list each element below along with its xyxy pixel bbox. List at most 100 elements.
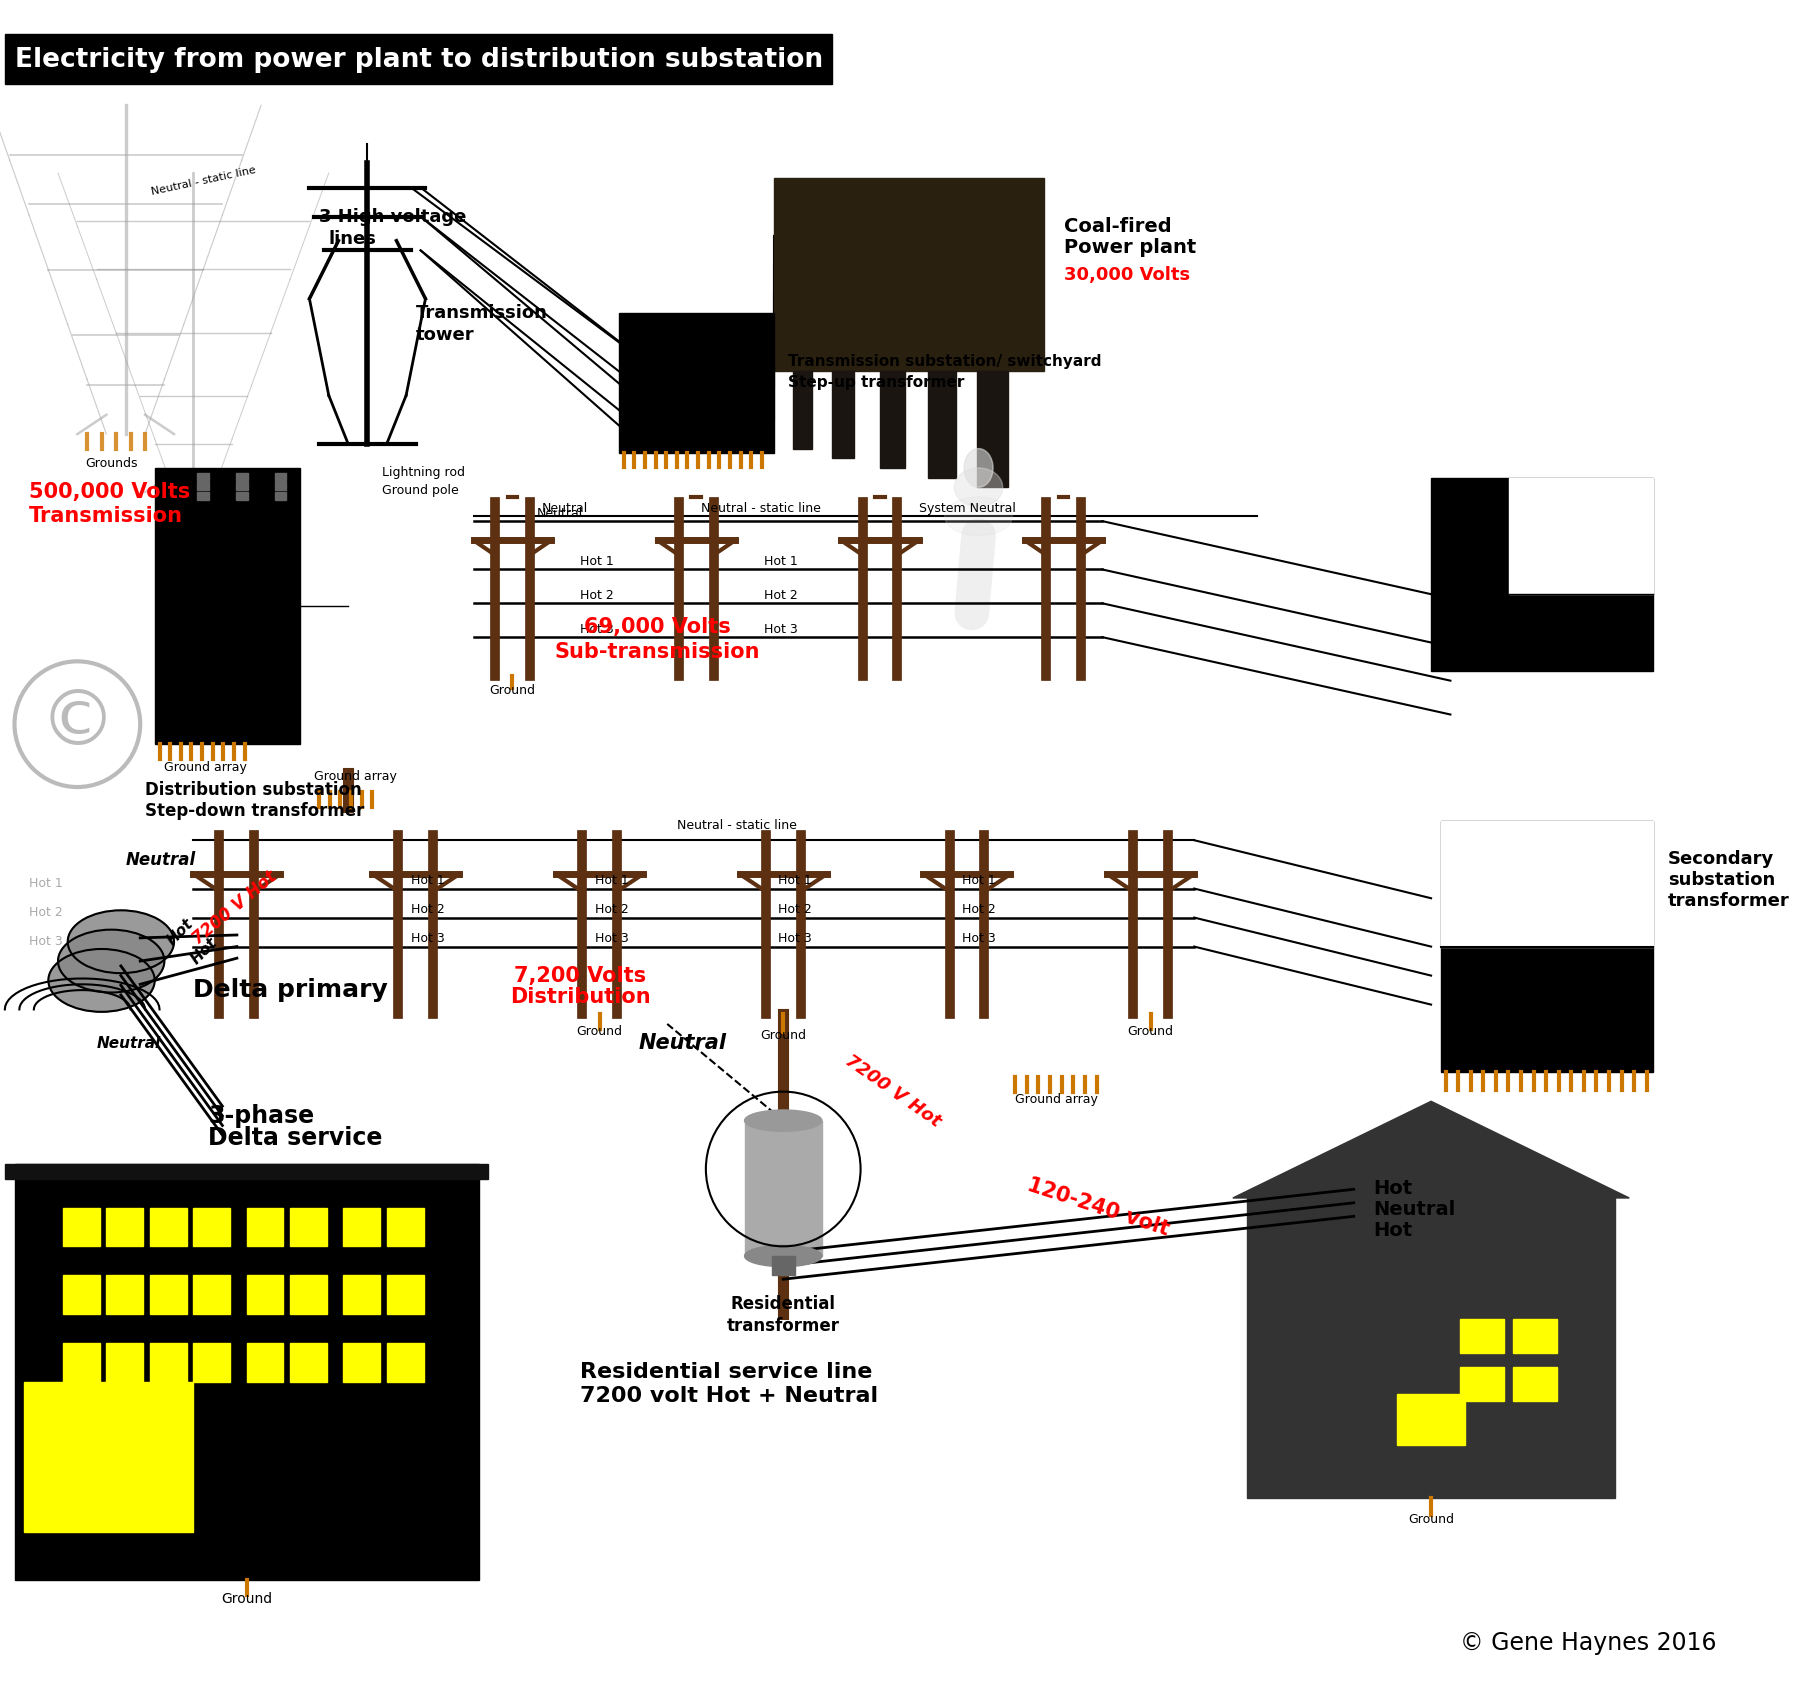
Ellipse shape xyxy=(58,929,164,992)
Text: Hot 1: Hot 1 xyxy=(594,874,628,887)
Bar xyxy=(1431,477,1654,670)
Text: Hot 3: Hot 3 xyxy=(778,933,812,945)
Text: Step-down transformer: Step-down transformer xyxy=(146,802,364,819)
Text: Ground pole: Ground pole xyxy=(382,484,459,496)
Text: Neutral - static line: Neutral - static line xyxy=(149,164,256,196)
Text: Hot 2: Hot 2 xyxy=(594,904,628,916)
Bar xyxy=(387,1207,423,1246)
Polygon shape xyxy=(1233,1100,1629,1199)
Bar xyxy=(236,472,248,481)
Ellipse shape xyxy=(965,449,994,488)
Text: 3 High voltage: 3 High voltage xyxy=(319,208,466,225)
Text: Residential: Residential xyxy=(731,1295,835,1314)
Text: Hot 1: Hot 1 xyxy=(29,877,63,891)
Bar xyxy=(1508,477,1654,594)
Text: Distribution substation: Distribution substation xyxy=(146,780,362,799)
Ellipse shape xyxy=(745,1246,823,1266)
Bar xyxy=(212,467,347,606)
Bar xyxy=(619,313,774,454)
Bar xyxy=(106,1275,144,1314)
Bar xyxy=(247,1207,283,1246)
Bar xyxy=(1440,821,1654,946)
Bar xyxy=(745,1121,823,1256)
Bar xyxy=(14,1165,479,1580)
Text: substation: substation xyxy=(1669,870,1775,889)
Bar xyxy=(290,1275,328,1314)
Text: 7200 V Hot: 7200 V Hot xyxy=(841,1051,943,1131)
Bar xyxy=(1247,1199,1615,1498)
Ellipse shape xyxy=(49,950,155,1012)
Text: Lightning rod: Lightning rod xyxy=(382,466,464,479)
Text: 7,200 Volts: 7,200 Volts xyxy=(515,965,646,985)
Text: Ground array: Ground array xyxy=(164,760,247,774)
Text: transformer: transformer xyxy=(1669,892,1789,911)
Bar xyxy=(198,483,209,491)
Text: Hot 2: Hot 2 xyxy=(963,904,995,916)
Text: Ground: Ground xyxy=(221,1591,272,1607)
Bar xyxy=(977,371,1008,488)
Bar xyxy=(247,1275,283,1314)
Text: ©: © xyxy=(40,687,115,762)
Bar xyxy=(1514,1368,1557,1402)
Bar xyxy=(198,472,209,481)
Text: Hot: Hot xyxy=(1373,1178,1413,1199)
Bar xyxy=(1440,821,1654,1072)
Bar xyxy=(275,483,286,491)
Text: Residential service line: Residential service line xyxy=(580,1363,873,1381)
Text: Hot 3: Hot 3 xyxy=(410,933,445,945)
Text: Hot: Hot xyxy=(189,935,221,967)
Bar xyxy=(1514,1319,1557,1353)
Bar xyxy=(149,1275,187,1314)
Text: Ground: Ground xyxy=(576,1026,623,1038)
Bar xyxy=(290,1343,328,1381)
Text: Hot 2: Hot 2 xyxy=(580,589,614,603)
Bar xyxy=(106,1343,144,1381)
Ellipse shape xyxy=(68,911,175,973)
Text: Neutral: Neutral xyxy=(542,503,589,515)
Bar xyxy=(387,1275,423,1314)
Bar xyxy=(772,1256,796,1275)
Bar xyxy=(1397,1395,1465,1444)
Text: transformer: transformer xyxy=(727,1317,841,1334)
Text: Hot 2: Hot 2 xyxy=(778,904,812,916)
Text: Transmission substation/ switchyard: Transmission substation/ switchyard xyxy=(788,354,1102,369)
Text: 500,000 Volts: 500,000 Volts xyxy=(29,483,191,503)
Text: Ground: Ground xyxy=(490,684,535,698)
Text: Ground: Ground xyxy=(1127,1026,1174,1038)
Text: © Gene Haynes 2016: © Gene Haynes 2016 xyxy=(1460,1630,1717,1654)
Bar xyxy=(155,467,301,743)
Text: tower: tower xyxy=(416,327,475,344)
Text: Hot 1: Hot 1 xyxy=(410,874,445,887)
Bar xyxy=(198,493,209,499)
Text: Hot 3: Hot 3 xyxy=(763,623,797,637)
Text: Coal-fired: Coal-fired xyxy=(1064,217,1172,235)
Text: Electricity from power plant to distribution substation: Electricity from power plant to distribu… xyxy=(14,47,823,73)
Text: Ground: Ground xyxy=(760,1029,806,1041)
Ellipse shape xyxy=(954,467,1003,506)
Bar xyxy=(344,1207,380,1246)
Bar xyxy=(275,472,286,481)
Bar xyxy=(774,178,1044,371)
Text: Sub-transmission: Sub-transmission xyxy=(554,642,760,662)
Text: Neutral: Neutral xyxy=(639,1033,725,1053)
Text: Neutral - static line: Neutral - static line xyxy=(700,503,821,515)
Text: Ground array: Ground array xyxy=(315,770,398,784)
Text: Grounds: Grounds xyxy=(85,457,137,469)
Ellipse shape xyxy=(945,498,1012,535)
Text: Neutral: Neutral xyxy=(97,1036,160,1051)
Bar xyxy=(290,1207,328,1246)
Text: Hot 3: Hot 3 xyxy=(29,935,63,948)
Text: Delta service: Delta service xyxy=(207,1126,382,1150)
Bar xyxy=(236,493,248,499)
Text: Distribution: Distribution xyxy=(509,987,650,1007)
Bar xyxy=(193,1275,230,1314)
Bar xyxy=(880,371,905,467)
Text: Hot 3: Hot 3 xyxy=(963,933,995,945)
Text: Hot 2: Hot 2 xyxy=(763,589,797,603)
Text: Hot: Hot xyxy=(1373,1221,1413,1241)
Text: Hot 2: Hot 2 xyxy=(29,906,63,919)
Bar xyxy=(387,1343,423,1381)
Text: Hot 3: Hot 3 xyxy=(580,623,614,637)
Bar xyxy=(247,1343,283,1381)
Text: 3-phase: 3-phase xyxy=(207,1104,313,1128)
